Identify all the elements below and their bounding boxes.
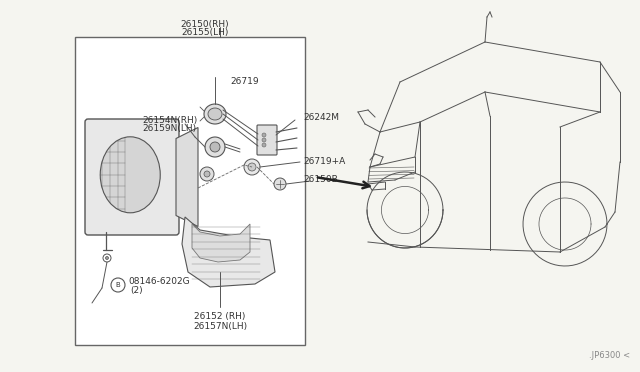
- Circle shape: [262, 143, 266, 147]
- Circle shape: [248, 163, 256, 171]
- Circle shape: [274, 178, 286, 190]
- Circle shape: [204, 171, 210, 177]
- Bar: [75, 37, 305, 345]
- FancyBboxPatch shape: [257, 125, 277, 155]
- Ellipse shape: [100, 137, 160, 213]
- Text: 26719+A: 26719+A: [303, 157, 345, 167]
- Text: 26242M: 26242M: [303, 112, 339, 122]
- Circle shape: [106, 257, 109, 260]
- Text: 26719: 26719: [230, 77, 259, 87]
- Circle shape: [200, 167, 214, 181]
- Text: 26154N(RH): 26154N(RH): [142, 115, 197, 125]
- Polygon shape: [182, 217, 275, 287]
- Circle shape: [262, 133, 266, 137]
- Text: 26155(LH): 26155(LH): [181, 28, 228, 36]
- Text: 26157N(LH): 26157N(LH): [193, 321, 247, 330]
- Text: B: B: [116, 282, 120, 288]
- Text: 26152 (RH): 26152 (RH): [195, 312, 246, 321]
- Polygon shape: [192, 224, 250, 262]
- Circle shape: [262, 138, 266, 142]
- Text: 26150B: 26150B: [303, 176, 338, 185]
- Polygon shape: [176, 128, 198, 227]
- Circle shape: [205, 137, 225, 157]
- Text: .JP6300 <: .JP6300 <: [589, 351, 630, 360]
- Text: 26150(RH): 26150(RH): [180, 19, 229, 29]
- Circle shape: [244, 159, 260, 175]
- Ellipse shape: [208, 108, 222, 120]
- Text: 08146-6202G: 08146-6202G: [128, 276, 189, 285]
- Circle shape: [103, 254, 111, 262]
- FancyBboxPatch shape: [85, 119, 179, 235]
- Circle shape: [111, 278, 125, 292]
- Circle shape: [210, 142, 220, 152]
- Text: (2): (2): [130, 285, 143, 295]
- Ellipse shape: [204, 104, 226, 124]
- Text: 26159N(LH): 26159N(LH): [142, 124, 196, 132]
